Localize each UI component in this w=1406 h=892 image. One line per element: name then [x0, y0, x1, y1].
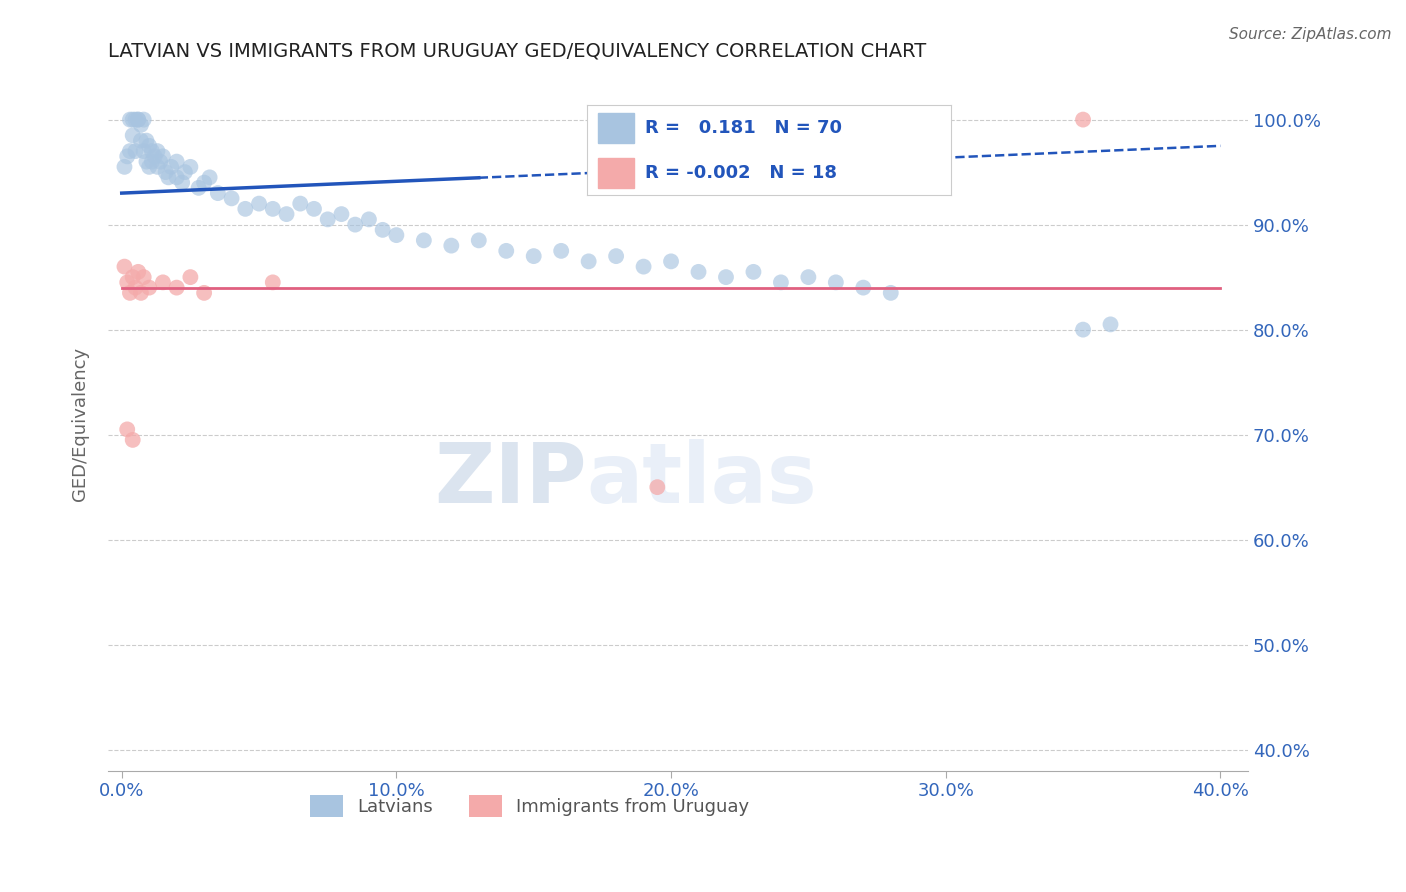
Point: [633, 260, 655, 274]
Point: [647, 480, 669, 494]
Point: [247, 196, 270, 211]
Point: [166, 154, 188, 169]
Point: [198, 170, 221, 185]
Point: [121, 433, 143, 447]
Point: [124, 112, 146, 127]
Point: [132, 270, 155, 285]
Point: [357, 212, 380, 227]
Point: [193, 176, 215, 190]
Point: [440, 238, 463, 252]
Point: [412, 233, 434, 247]
Point: [124, 280, 146, 294]
Point: [688, 265, 710, 279]
Point: [659, 254, 682, 268]
Point: [124, 144, 146, 158]
Point: [179, 270, 201, 285]
Point: [550, 244, 572, 258]
Point: [132, 112, 155, 127]
Point: [160, 160, 183, 174]
Point: [523, 249, 546, 263]
Point: [172, 176, 194, 190]
Legend: Latvians, Immigrants from Uruguay: Latvians, Immigrants from Uruguay: [304, 788, 756, 824]
Point: [138, 139, 160, 153]
Point: [118, 285, 141, 300]
Point: [114, 160, 136, 174]
Point: [155, 165, 177, 179]
Point: [143, 149, 166, 163]
Point: [121, 270, 143, 285]
Point: [127, 112, 149, 127]
Point: [880, 285, 903, 300]
Point: [1071, 323, 1094, 337]
Point: [371, 223, 394, 237]
Point: [146, 144, 169, 158]
Point: [141, 144, 163, 158]
Point: [769, 276, 792, 290]
Text: Source: ZipAtlas.com: Source: ZipAtlas.com: [1229, 27, 1392, 42]
Point: [166, 280, 188, 294]
Point: [132, 144, 155, 158]
Point: [797, 270, 820, 285]
Point: [129, 134, 152, 148]
Point: [127, 265, 149, 279]
Point: [1099, 318, 1122, 332]
Point: [141, 154, 163, 169]
Point: [605, 249, 627, 263]
Point: [121, 112, 143, 127]
Point: [276, 207, 298, 221]
Point: [115, 276, 138, 290]
Point: [852, 280, 875, 294]
Point: [174, 165, 197, 179]
Point: [344, 218, 367, 232]
Point: [115, 422, 138, 436]
Text: LATVIAN VS IMMIGRANTS FROM URUGUAY GED/EQUIVALENCY CORRELATION CHART: LATVIAN VS IMMIGRANTS FROM URUGUAY GED/E…: [108, 42, 927, 61]
Point: [135, 134, 157, 148]
Point: [495, 244, 517, 258]
Point: [157, 170, 180, 185]
Point: [149, 154, 172, 169]
Text: ZIP: ZIP: [434, 439, 586, 520]
Text: atlas: atlas: [586, 439, 817, 520]
Point: [290, 196, 312, 211]
Point: [221, 191, 243, 205]
Point: [187, 181, 209, 195]
Point: [135, 154, 157, 169]
Point: [207, 186, 229, 200]
Point: [152, 149, 174, 163]
Point: [114, 260, 136, 274]
Point: [118, 144, 141, 158]
Point: [138, 280, 160, 294]
Point: [179, 160, 201, 174]
Point: [233, 202, 256, 216]
Point: [166, 170, 188, 185]
Point: [330, 207, 353, 221]
Point: [146, 160, 169, 174]
Point: [385, 228, 408, 243]
Point: [127, 112, 149, 127]
Point: [193, 285, 215, 300]
Point: [302, 202, 325, 216]
Point: [468, 233, 491, 247]
Point: [316, 212, 339, 227]
Point: [115, 149, 138, 163]
Point: [121, 128, 143, 143]
Point: [262, 202, 284, 216]
Point: [742, 265, 765, 279]
Point: [118, 112, 141, 127]
Point: [714, 270, 737, 285]
Point: [578, 254, 600, 268]
Point: [262, 276, 284, 290]
Point: [138, 160, 160, 174]
Y-axis label: GED/Equivalency: GED/Equivalency: [72, 347, 89, 501]
Point: [824, 276, 846, 290]
Point: [129, 118, 152, 132]
Point: [152, 276, 174, 290]
Point: [1071, 112, 1094, 127]
Point: [129, 285, 152, 300]
